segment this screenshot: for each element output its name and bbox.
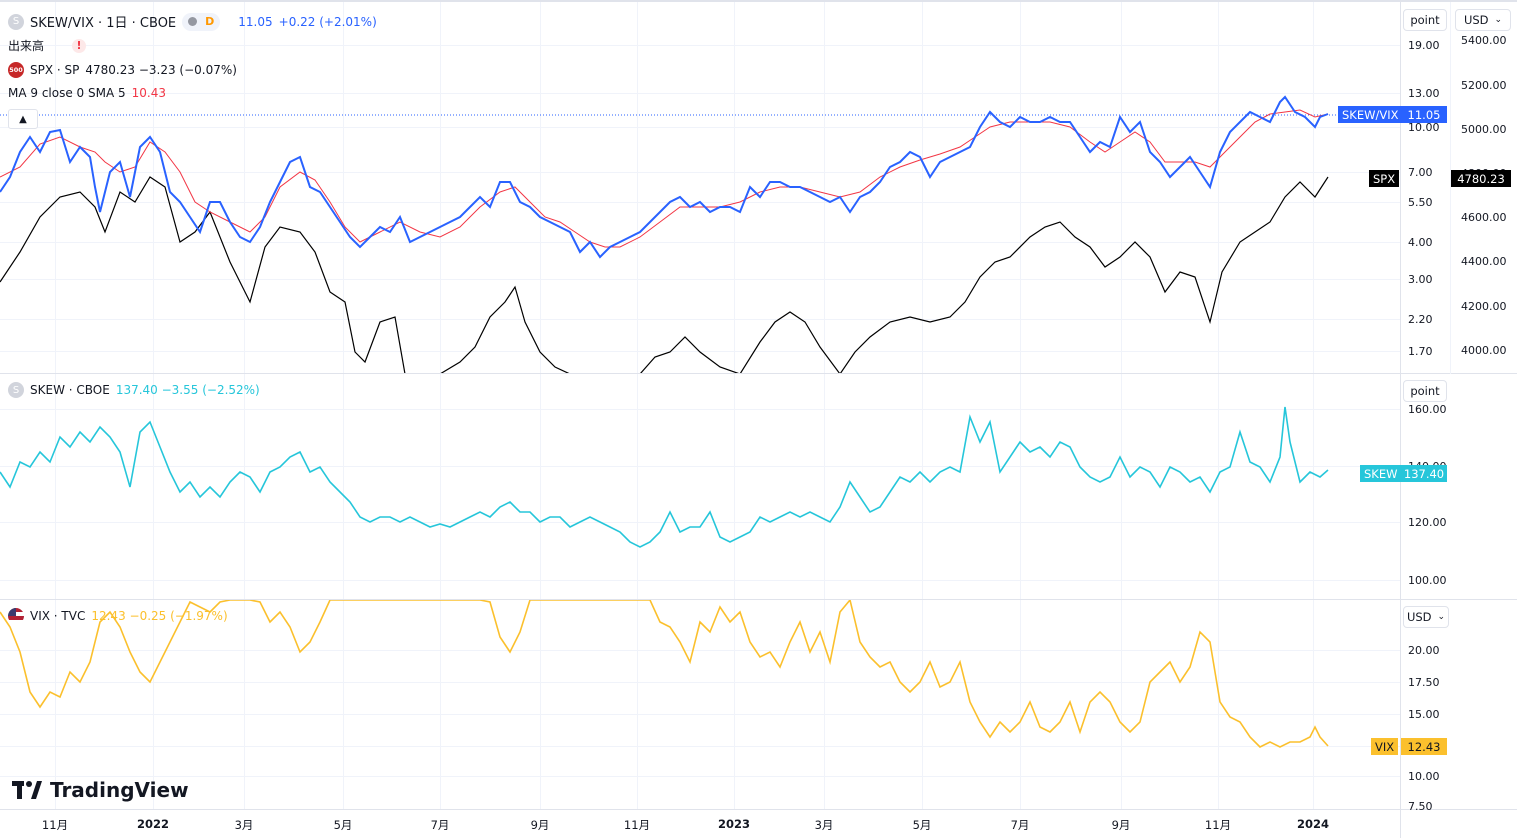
status-dot-icon: [188, 17, 198, 26]
time-tick: 2022: [136, 817, 170, 831]
chevron-up-icon: ▲: [19, 113, 27, 125]
skew-vix-series-tag: SKEW/VIX: [1338, 106, 1403, 123]
tradingview-logo[interactable]: TradingView: [12, 778, 189, 802]
tick-label: 13.00: [1408, 87, 1440, 100]
vix-line: [0, 600, 1329, 748]
tick-label: 100.00: [1408, 574, 1447, 587]
tick-label: 10.00: [1408, 121, 1440, 134]
symbol-logo-icon: S: [8, 13, 24, 30]
time-tick: 9月: [1111, 818, 1131, 832]
tick-label: 160.00: [1408, 403, 1447, 416]
time-tick: 3月: [814, 818, 834, 832]
ma-value: 10.43: [131, 86, 166, 100]
main-legend: S SKEW/VIX · 1日 · CBOE D 11.05 +0.22 (+2…: [8, 12, 377, 31]
main-change-value: +0.22 (+2.01%): [278, 14, 377, 29]
warning-icon[interactable]: !: [72, 38, 87, 53]
skew-scale-mode-button[interactable]: point: [1403, 380, 1447, 402]
spx-line: [0, 176, 1329, 373]
skew-series-tag: SKEW: [1360, 465, 1402, 482]
us-flag-icon: [8, 608, 24, 624]
spx-logo-icon: 500: [8, 62, 24, 78]
tick-label: 20.00: [1408, 644, 1440, 657]
secondary-axis-border: [1450, 2, 1451, 374]
skew-legend: S SKEW · CBOE 137.40 −3.55 (−2.52%): [8, 382, 260, 398]
spx-series-tag: SPX: [1369, 170, 1400, 187]
pane-separator[interactable]: [0, 599, 1517, 600]
skew-price-tag: 137.40: [1401, 465, 1447, 482]
tick-label: 4000.00: [1461, 344, 1507, 357]
tick-label: 17.50: [1408, 676, 1440, 689]
currency-label: USD: [1406, 610, 1432, 624]
main-symbol-title[interactable]: SKEW/VIX · 1日 · CBOE: [30, 16, 177, 31]
tick-label: 3.00: [1408, 273, 1433, 286]
time-axis-border: [0, 809, 1517, 810]
currency-label: USD: [1463, 13, 1489, 27]
time-tick: 2023: [717, 817, 751, 831]
vix-legend: VIX · TVC 12.43 −0.25 (−1.97%): [8, 608, 228, 624]
ma-label[interactable]: MA 9 close 0 SMA 5: [8, 86, 126, 100]
tick-label: 1.70: [1408, 345, 1433, 358]
tick-label: 15.00: [1408, 708, 1440, 721]
vix-price-tag: 12.43: [1401, 738, 1447, 755]
timeframe-label: D: [205, 15, 215, 28]
skew-vix-line: [0, 95, 1329, 259]
time-tick: 9月: [530, 818, 550, 832]
tick-label: 4400.00: [1461, 255, 1507, 268]
skew-line: [0, 406, 1329, 548]
symbol-logo-icon: S: [8, 382, 24, 398]
vix-symbol[interactable]: VIX · TVC: [30, 609, 86, 623]
time-tick: 3月: [234, 818, 254, 832]
tick-label: 120.00: [1408, 516, 1447, 529]
tick-label: 19.00: [1408, 39, 1440, 52]
scale-mode-button[interactable]: point: [1403, 9, 1447, 31]
ma-legend: MA 9 close 0 SMA 5 10.43: [8, 86, 166, 100]
volume-label[interactable]: 出来高: [8, 39, 45, 53]
skew-values: 137.40 −3.55 (−2.52%): [115, 383, 260, 397]
time-tick: 7月: [430, 818, 450, 832]
plot-area[interactable]: [0, 2, 1400, 809]
tick-label: 4600.00: [1461, 211, 1507, 224]
tick-label: 10.00: [1408, 770, 1440, 783]
tick-label: 5.50: [1408, 196, 1433, 209]
tick-label: 5400.00: [1461, 34, 1507, 47]
collapse-legend-button[interactable]: ▲: [8, 109, 38, 129]
tick-label: 5000.00: [1461, 123, 1507, 136]
chevron-down-icon: ⌄: [1494, 15, 1503, 25]
spx-price-tag: 4780.23: [1451, 170, 1511, 187]
main-last-value: 11.05: [238, 14, 273, 29]
tick-label: 4.00: [1408, 236, 1433, 249]
vix-values: 12.43 −0.25 (−1.97%): [91, 609, 228, 623]
skew-symbol[interactable]: SKEW · CBOE: [30, 383, 110, 397]
time-tick: 11月: [41, 818, 69, 832]
timeframe-badge[interactable]: D: [182, 12, 221, 31]
currency-button[interactable]: USD ⌄: [1455, 9, 1511, 31]
time-tick: 2024: [1296, 817, 1330, 831]
time-tick: 11月: [623, 818, 651, 832]
compare-legend: 500 SPX · SP 4780.23 −3.23 (−0.07%): [8, 62, 237, 78]
pane-separator[interactable]: [0, 373, 1517, 374]
tick-label: 5200.00: [1461, 79, 1507, 92]
vix-series-tag: VIX: [1371, 738, 1399, 755]
time-tick: 5月: [333, 818, 353, 832]
compare-values: 4780.23 −3.23 (−0.07%): [85, 63, 237, 77]
time-tick: 11月: [1204, 818, 1232, 832]
vix-currency-button[interactable]: USD ⌄: [1403, 606, 1449, 628]
price-axis-border: [1400, 2, 1401, 838]
tick-label: 7.00: [1408, 166, 1433, 179]
tick-label: 7.50: [1408, 800, 1433, 813]
tick-label: 2.20: [1408, 313, 1433, 326]
skew-vix-price-tag: 11.05: [1401, 106, 1447, 123]
time-tick: 7月: [1010, 818, 1030, 832]
time-tick: 5月: [912, 818, 932, 832]
tradingview-logo-icon: [12, 781, 42, 799]
branding-text: TradingView: [50, 778, 189, 802]
compare-symbol[interactable]: SPX · SP: [30, 63, 80, 77]
volume-legend: 出来高 !: [8, 37, 87, 54]
tick-label: 4200.00: [1461, 300, 1507, 313]
chevron-down-icon: ⌄: [1437, 612, 1446, 622]
